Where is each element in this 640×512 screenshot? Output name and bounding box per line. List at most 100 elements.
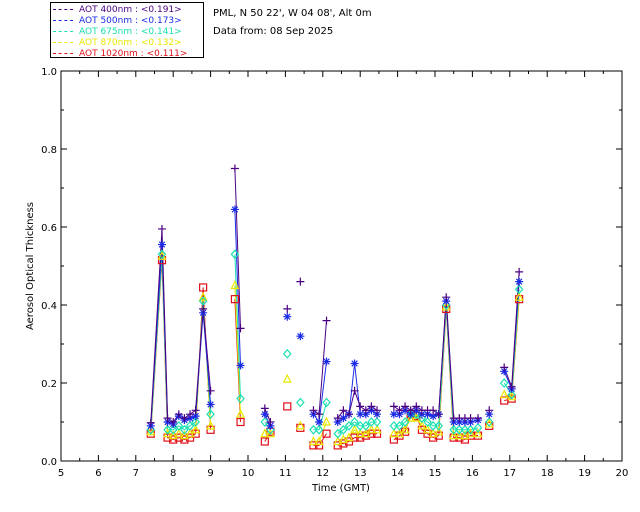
point-aot1020	[199, 283, 208, 292]
point-aot400	[260, 404, 269, 413]
point-aot675	[191, 417, 200, 427]
point-aot1020	[283, 402, 292, 411]
point-aot870	[314, 436, 324, 446]
point-aot675	[484, 417, 494, 427]
x-tick-label: 10	[242, 468, 255, 479]
legend-item-aot1020: AOT 1020nm : <0.111>	[53, 49, 187, 60]
point-aot400	[507, 382, 516, 391]
point-aot870	[333, 436, 343, 446]
point-aot675	[455, 424, 464, 435]
point-aot400	[356, 402, 365, 411]
point-aot400	[266, 418, 275, 426]
point-aot675	[344, 420, 354, 431]
series-line-aot400	[234, 168, 241, 329]
point-aot870	[466, 428, 476, 438]
x-tick-label: 19	[578, 468, 591, 479]
point-aot870	[454, 430, 464, 440]
point-aot870	[260, 428, 270, 438]
point-aot1020	[309, 441, 318, 450]
point-aot675	[180, 424, 189, 435]
point-aot1020	[356, 433, 365, 442]
point-aot400	[283, 304, 292, 313]
point-aot870	[265, 428, 275, 438]
point-aot870	[389, 428, 399, 438]
point-aot675	[473, 422, 483, 433]
point-aot400	[333, 414, 342, 423]
point-aot500	[350, 359, 359, 368]
series-lines	[150, 168, 520, 446]
point-aot870	[295, 420, 305, 430]
point-aot675	[174, 420, 184, 431]
point-aot870	[230, 280, 240, 290]
point-aot675	[460, 424, 470, 435]
point-aot1020	[333, 441, 342, 450]
point-aot870	[322, 416, 332, 426]
series-line-aot675	[337, 421, 377, 435]
point-aot500	[191, 412, 200, 421]
point-aot400	[406, 406, 415, 415]
point-aot870	[417, 420, 427, 430]
point-aot870	[411, 412, 421, 422]
point-aot870	[423, 424, 432, 434]
point-aot400	[206, 386, 215, 395]
point-aot400	[350, 386, 359, 395]
series-line-aot400	[337, 389, 378, 419]
x-tick-label: 12	[316, 468, 329, 479]
point-aot675	[309, 424, 318, 435]
y-tick-label: 0.2	[41, 379, 57, 390]
x-tick-label: 15	[429, 468, 442, 479]
point-aot675	[395, 420, 404, 431]
x-tick-label: 18	[541, 468, 554, 479]
point-aot675	[339, 424, 348, 435]
point-aot400	[515, 267, 524, 276]
point-aot1020	[206, 425, 215, 434]
point-aot870	[449, 430, 459, 440]
point-aot675	[206, 409, 215, 420]
point-aot870	[460, 430, 470, 440]
point-aot1020	[314, 441, 324, 450]
x-tick-label: 17	[503, 468, 516, 479]
point-aot500	[283, 312, 292, 321]
point-aot675	[449, 424, 458, 435]
point-aot400	[236, 324, 245, 333]
point-aot500	[339, 414, 348, 423]
point-aot1020	[169, 435, 178, 444]
point-aot675	[499, 378, 509, 388]
point-aot870	[206, 420, 216, 430]
point-aot400	[315, 410, 324, 419]
point-aot675	[185, 420, 195, 431]
point-aot870	[406, 412, 416, 422]
point-aot870	[372, 424, 382, 434]
point-aot870	[473, 428, 483, 438]
point-aot870	[400, 424, 410, 434]
point-aot870	[282, 373, 292, 383]
point-aot400	[339, 406, 348, 415]
point-aot675	[372, 417, 382, 427]
point-aot675	[434, 420, 444, 431]
point-aot500	[515, 277, 524, 286]
legend-label-aot675: AOT 675nm : <0.141>	[79, 27, 182, 37]
point-aot675	[296, 397, 305, 408]
series-line-aot500	[264, 413, 271, 427]
point-aot675	[157, 249, 167, 260]
point-aot400	[191, 406, 200, 415]
point-aot675	[163, 424, 172, 435]
point-aot1020	[429, 433, 438, 442]
x-tick-label: 9	[207, 468, 213, 479]
legend-item-aot400: AOT 400nm : <0.191>	[53, 5, 182, 16]
point-aot675	[355, 420, 365, 431]
point-aot400	[412, 402, 421, 411]
point-aot400	[296, 277, 305, 286]
point-aot400	[174, 410, 183, 419]
x-tick-label: 11	[279, 468, 292, 479]
point-aot675	[400, 417, 410, 427]
point-aot870	[355, 428, 365, 438]
point-aot1020	[339, 439, 348, 448]
legend-item-aot870: AOT 870nm : <0.132>	[53, 38, 182, 49]
point-aot500	[322, 357, 331, 366]
x-tick-label: 13	[354, 468, 367, 479]
x-tick-label: 6	[95, 468, 101, 479]
point-aot400	[485, 406, 494, 415]
point-aot870	[308, 436, 318, 446]
site-info: PML, N 50 22', W 04 08', Alt 0m	[213, 8, 372, 19]
